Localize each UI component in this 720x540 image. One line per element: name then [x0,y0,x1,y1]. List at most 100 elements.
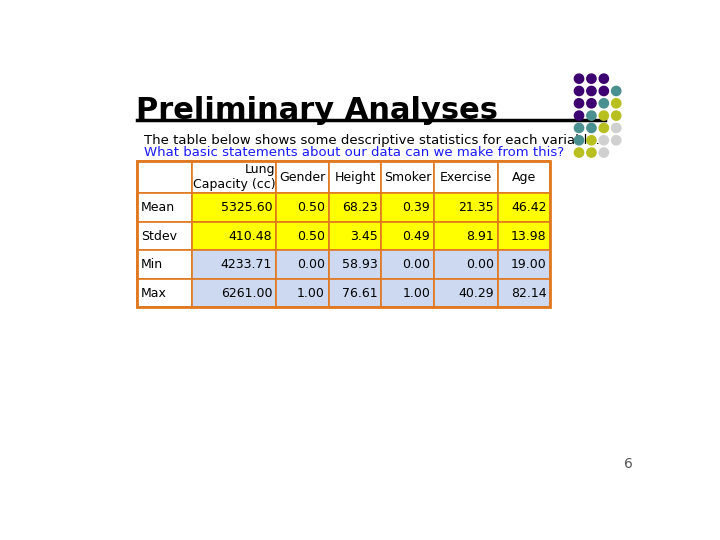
Text: 0.00: 0.00 [466,258,494,271]
Bar [192,222,276,251]
Circle shape [611,123,621,132]
Text: Gender: Gender [279,171,325,184]
Text: 19.00: 19.00 [510,258,546,271]
Circle shape [575,136,584,145]
Bar [382,161,434,193]
Text: Smoker: Smoker [384,171,431,184]
Circle shape [587,123,596,132]
Circle shape [587,74,596,83]
Bar [434,279,498,307]
Circle shape [599,148,608,157]
Bar [276,279,329,307]
Bar [137,222,192,251]
Circle shape [575,99,584,108]
Circle shape [575,148,584,157]
Bar [434,251,498,279]
Text: 6: 6 [624,457,632,471]
Bar [137,251,192,279]
Bar [498,251,550,279]
Text: Height: Height [334,171,376,184]
Text: 8.91: 8.91 [466,230,494,242]
Text: 5325.60: 5325.60 [220,201,272,214]
Circle shape [599,86,608,96]
Bar [498,222,550,251]
Text: 0.50: 0.50 [297,201,325,214]
Bar [137,161,550,307]
Bar [329,222,382,251]
Text: 0.50: 0.50 [297,230,325,242]
Bar [382,279,434,307]
Text: 0.00: 0.00 [297,258,325,271]
Circle shape [599,123,608,132]
Circle shape [587,111,596,120]
Text: Preliminary Analyses: Preliminary Analyses [137,96,498,125]
Text: 410.48: 410.48 [228,230,272,242]
Text: Lung
Capacity (cc): Lung Capacity (cc) [193,163,276,191]
Text: 6261.00: 6261.00 [220,287,272,300]
Text: 76.61: 76.61 [342,287,377,300]
Text: 68.23: 68.23 [342,201,377,214]
Bar [434,161,498,193]
Text: 46.42: 46.42 [511,201,546,214]
Text: Mean: Mean [141,201,175,214]
Text: 1.00: 1.00 [402,287,431,300]
Circle shape [611,99,621,108]
Text: 82.14: 82.14 [511,287,546,300]
Text: What basic statements about our data can we make from this?: What basic statements about our data can… [144,146,564,159]
Text: 40.29: 40.29 [458,287,494,300]
Bar [192,193,276,222]
Circle shape [587,136,596,145]
Text: 3.45: 3.45 [350,230,377,242]
Bar [434,222,498,251]
Bar [434,193,498,222]
Circle shape [599,99,608,108]
Text: Age: Age [512,171,536,184]
Bar [382,222,434,251]
Text: 1.00: 1.00 [297,287,325,300]
Circle shape [575,123,584,132]
Circle shape [611,86,621,96]
Text: Max: Max [141,287,167,300]
Circle shape [611,136,621,145]
Bar [192,251,276,279]
Circle shape [587,148,596,157]
Text: Stdev: Stdev [141,230,177,242]
Bar [382,251,434,279]
Circle shape [587,86,596,96]
Bar [329,161,382,193]
Bar [276,161,329,193]
Bar [192,161,276,193]
Text: 0.49: 0.49 [402,230,431,242]
Bar [276,251,329,279]
Bar [137,279,192,307]
Bar [329,279,382,307]
Bar [329,251,382,279]
Bar [329,193,382,222]
Circle shape [575,74,584,83]
Text: 58.93: 58.93 [342,258,377,271]
Bar [382,193,434,222]
Text: Min: Min [141,258,163,271]
Bar [498,161,550,193]
Circle shape [587,99,596,108]
Text: The table below shows some descriptive statistics for each variable.: The table below shows some descriptive s… [144,134,600,147]
Circle shape [575,111,584,120]
Bar [276,193,329,222]
Circle shape [611,111,621,120]
Circle shape [575,86,584,96]
Text: 0.39: 0.39 [402,201,431,214]
Text: 13.98: 13.98 [511,230,546,242]
Bar [498,279,550,307]
Bar [276,222,329,251]
Bar [137,161,192,193]
Bar [192,279,276,307]
Circle shape [599,136,608,145]
Text: 4233.71: 4233.71 [221,258,272,271]
Text: 0.00: 0.00 [402,258,431,271]
Bar [498,193,550,222]
Text: 21.35: 21.35 [458,201,494,214]
Text: Exercise: Exercise [440,171,492,184]
Circle shape [599,111,608,120]
Circle shape [599,74,608,83]
Bar [137,193,192,222]
